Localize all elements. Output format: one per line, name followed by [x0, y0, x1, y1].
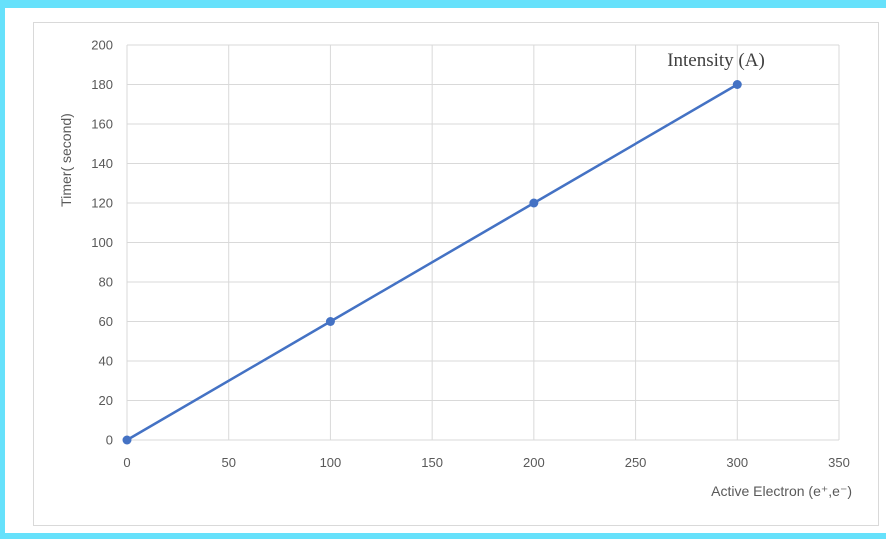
y-tick-label-2: 40: [99, 354, 113, 369]
x-tick-label-6: 300: [726, 455, 748, 470]
x-tick-label-7: 350: [828, 455, 850, 470]
y-tick-label-5: 100: [91, 235, 113, 250]
series-annotation: Intensity (A): [667, 50, 765, 71]
data-point-2: [529, 198, 539, 208]
y-tick-label-4: 80: [99, 275, 113, 290]
series-line-0: [126, 83, 738, 442]
x-tick-label-1: 50: [221, 455, 235, 470]
y-tick-label-7: 140: [91, 156, 113, 171]
y-tick-label-9: 180: [91, 77, 113, 92]
data-point-1: [325, 317, 335, 326]
x-axis-title: Active Electron (e⁺,e⁻): [711, 483, 852, 499]
y-tick-label-3: 60: [99, 314, 113, 329]
frame-left-edge: [0, 0, 5, 539]
data-point-0: [122, 435, 132, 445]
y-axis-title: Timer( second): [58, 113, 74, 207]
x-tick-label-4: 200: [523, 455, 545, 470]
y-tick-label-1: 20: [99, 393, 113, 408]
x-axis-ticks: 0 50 100 150 200 250 300 350: [123, 455, 849, 470]
frame-top-edge: [0, 0, 886, 8]
y-tick-label-0: 0: [106, 433, 113, 448]
x-tick-label-3: 150: [421, 455, 443, 470]
y-tick-label-10: 200: [91, 38, 113, 53]
x-tick-label-0: 0: [123, 455, 130, 470]
series-group: [122, 80, 742, 445]
y-axis-ticks: 0 20 40 60 80 100 120 140 160 180 200: [91, 38, 113, 448]
x-tick-label-5: 250: [625, 455, 647, 470]
y-tick-label-6: 120: [91, 196, 113, 211]
y-tick-label-8: 160: [91, 117, 113, 132]
frame-bottom-edge: [0, 533, 886, 539]
x-tick-label-2: 100: [320, 455, 342, 470]
gridlines: [126, 44, 840, 441]
chart-area: [33, 22, 879, 526]
data-point-3: [732, 80, 742, 89]
